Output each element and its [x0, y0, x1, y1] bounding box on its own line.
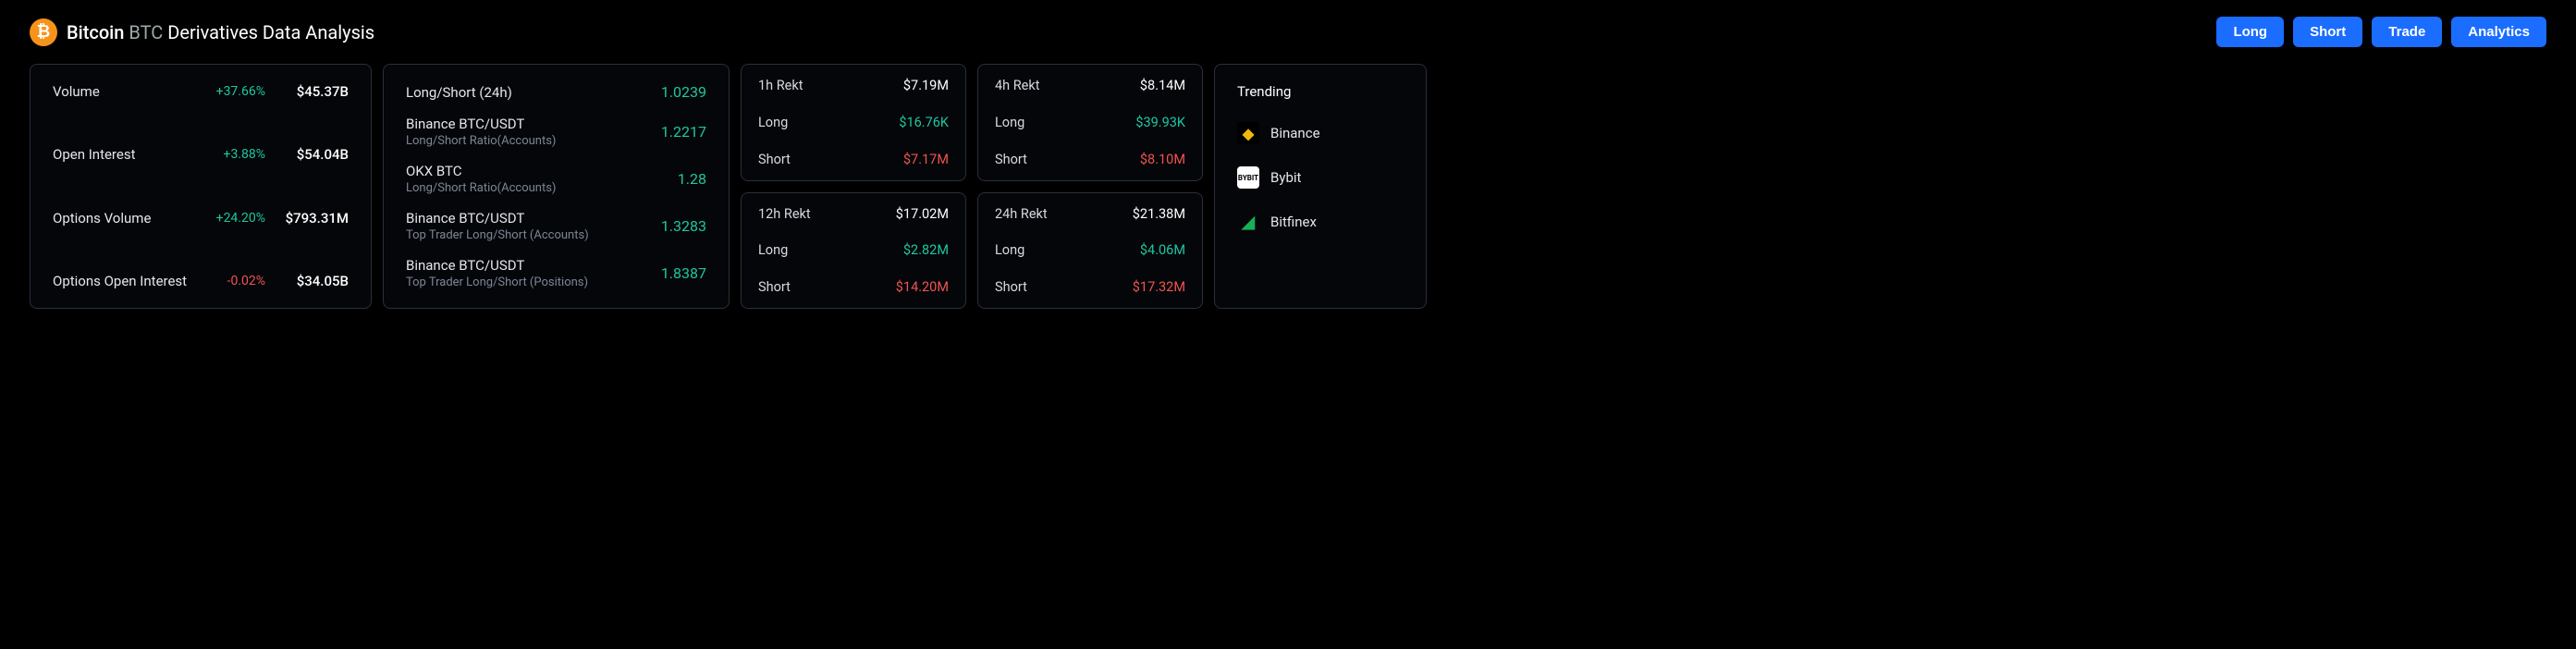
longshort-row: Binance BTC/USDT Top Trader Long/Short (… [406, 257, 706, 289]
header: ₿ Bitcoin BTC Derivatives Data Analysis … [30, 17, 2546, 47]
title-group: ₿ Bitcoin BTC Derivatives Data Analysis [30, 18, 374, 46]
trade-button[interactable]: Trade [2372, 17, 2442, 47]
rekt-card: 24h Rekt $21.38M Long $4.06M Short $17.32M [977, 192, 1203, 310]
stat-value: $45.37B [265, 83, 349, 100]
longshort-sub: Top Trader Long/Short (Positions) [406, 276, 588, 289]
rekt-long-label: Long [758, 242, 788, 258]
rekt-short-value: $17.32M [1133, 279, 1185, 295]
title-suffix: Derivatives Data Analysis [167, 21, 374, 43]
bitfinex-icon: ◢ [1237, 211, 1259, 233]
stats-card: Volume +37.66% $45.37B Open Interest +3.… [30, 64, 372, 309]
rekt-row-bottom: 12h Rekt$17.02M Long$2.82M Short$14.20M … [741, 192, 1203, 310]
short-button[interactable]: Short [2293, 17, 2362, 47]
trending-item[interactable]: ◆ Binance [1237, 122, 1404, 144]
stat-label: Options Volume [53, 210, 191, 227]
rekt-title: 24h Rekt [995, 206, 1048, 222]
longshort-title: Binance BTC/USDT [406, 210, 589, 227]
rekt-row-top: 1h Rekt $7.19M Long $16.76K Short $7.17M 4h… [741, 64, 1203, 181]
analytics-button[interactable]: Analytics [2451, 17, 2546, 47]
longshort-row: Long/Short (24h) 1.0239 [406, 83, 706, 101]
longshort-title: Binance BTC/USDT [406, 116, 556, 132]
longshort-sub: Long/Short Ratio(Accounts) [406, 181, 556, 195]
rekt-short-label: Short [995, 152, 1027, 167]
rekt-column: 1h Rekt $7.19M Long $16.76K Short $7.17M 4h… [741, 64, 1203, 309]
trending-label: Bitfinex [1270, 214, 1317, 230]
rekt-title: 1h Rekt [758, 78, 803, 93]
rekt-long-value: $39.93K [1135, 115, 1185, 130]
longshort-value: 1.28 [678, 170, 706, 188]
longshort-row: OKX BTC Long/Short Ratio(Accounts) 1.28 [406, 163, 706, 195]
rekt-total: $21.38M [1133, 206, 1185, 222]
trending-item[interactable]: BYBIT Bybit [1237, 166, 1404, 189]
longshort-value: 1.0239 [661, 83, 706, 101]
rekt-total: $7.19M [903, 78, 949, 93]
stat-label: Options Open Interest [53, 273, 191, 289]
rekt-total: $17.02M [896, 206, 949, 222]
rekt-long-label: Long [758, 115, 788, 130]
longshort-sub: Top Trader Long/Short (Accounts) [406, 228, 589, 242]
bitcoin-icon: ₿ [30, 18, 57, 46]
rekt-short-value: $14.20M [896, 279, 949, 295]
stat-row: Volume +37.66% $45.37B [53, 83, 349, 100]
longshort-title: Binance BTC/USDT [406, 257, 588, 274]
longshort-row: Binance BTC/USDT Long/Short Ratio(Accoun… [406, 116, 706, 148]
trending-label: Binance [1270, 125, 1320, 141]
panels: Volume +37.66% $45.37B Open Interest +3.… [30, 64, 2546, 309]
rekt-title: 12h Rekt [758, 206, 811, 222]
stat-row: Open Interest +3.88% $54.04B [53, 146, 349, 163]
stat-change: +37.66% [191, 84, 265, 99]
rekt-total: $8.14M [1140, 78, 1185, 93]
rekt-title: 4h Rekt [995, 78, 1039, 93]
rekt-long-label: Long [995, 115, 1024, 130]
rekt-short-value: $8.10M [1140, 152, 1185, 167]
rekt-short-label: Short [758, 279, 791, 295]
binance-icon: ◆ [1237, 122, 1259, 144]
rekt-card: 1h Rekt $7.19M Long $16.76K Short $7.17M [741, 64, 966, 181]
rekt-short-label: Short [995, 279, 1027, 295]
trending-card: Trending ◆ Binance BYBIT Bybit ◢ Bitfine… [1214, 64, 1427, 309]
stat-change: +24.20% [191, 211, 265, 226]
rekt-card: 12h Rekt $17.02M Long $2.82M Short $14.20M [741, 192, 966, 310]
longshort-sub: Long/Short Ratio(Accounts) [406, 134, 556, 148]
rekt-short-value: $7.17M [903, 152, 949, 167]
stat-label: Volume [53, 83, 191, 100]
button-row: Long Short Trade Analytics [2216, 17, 2546, 47]
trending-item[interactable]: ◢ Bitfinex [1237, 211, 1404, 233]
longshort-value: 1.8387 [661, 264, 706, 282]
rekt-short-label: Short [758, 152, 791, 167]
bybit-icon: BYBIT [1237, 166, 1259, 189]
stat-value: $793.31M [265, 210, 349, 227]
longshort-card: Long/Short (24h) 1.0239 Binance BTC/USDT… [383, 64, 730, 309]
rekt-long-value: $2.82M [903, 242, 949, 258]
rekt-card: 4h Rekt $8.14M Long $39.93K Short $8.10M [977, 64, 1203, 181]
trending-label: Bybit [1270, 169, 1301, 186]
stat-label: Open Interest [53, 146, 191, 163]
coin-symbol: BTC [129, 21, 163, 43]
coin-name: Bitcoin [67, 21, 124, 43]
stat-row: Options Volume +24.20% $793.31M [53, 210, 349, 227]
longshort-row: Binance BTC/USDT Top Trader Long/Short (… [406, 210, 706, 242]
long-button[interactable]: Long [2216, 17, 2284, 47]
longshort-value: 1.3283 [661, 217, 706, 235]
longshort-value: 1.2217 [661, 123, 706, 141]
stat-row: Options Open Interest -0.02% $34.05B [53, 273, 349, 289]
stat-change: +3.88% [191, 147, 265, 162]
page-title: Bitcoin BTC Derivatives Data Analysis [67, 21, 374, 43]
rekt-long-value: $16.76K [899, 115, 949, 130]
stat-value: $34.05B [265, 273, 349, 289]
trending-heading: Trending [1237, 83, 1404, 100]
rekt-long-label: Long [995, 242, 1024, 258]
rekt-long-value: $4.06M [1140, 242, 1185, 258]
stat-change: -0.02% [191, 274, 265, 288]
longshort-title: Long/Short (24h) [406, 84, 512, 101]
stat-value: $54.04B [265, 146, 349, 163]
longshort-title: OKX BTC [406, 163, 556, 179]
